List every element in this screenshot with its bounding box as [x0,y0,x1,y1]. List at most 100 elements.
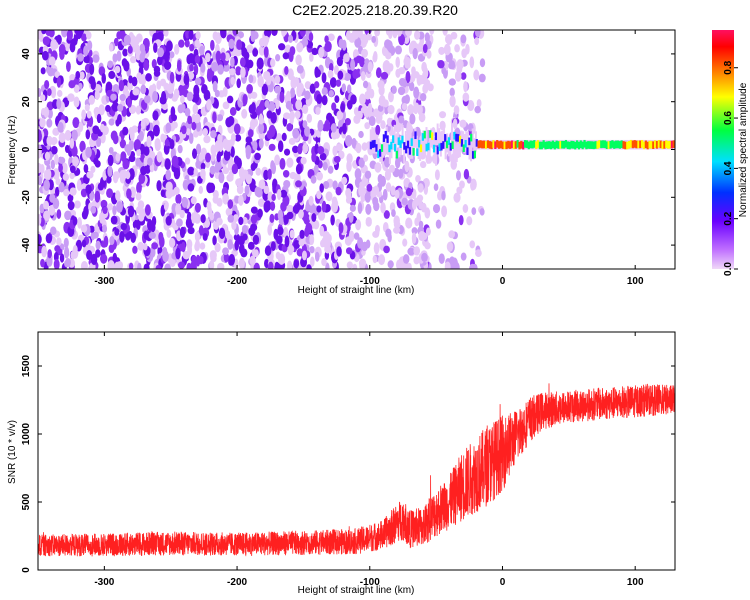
spectrogram-cell [72,216,78,226]
spectrogram-cell [68,80,76,89]
spectrogram-signal-cell [401,135,404,144]
spectrogram-cell [350,94,357,105]
spectrogram-cell [401,102,408,111]
spectrogram-cell [100,199,108,209]
spectrogram-cell [107,60,114,68]
spectrogram-cell [99,123,105,133]
spectrogram-cell [293,259,300,269]
spectrogram-cell [361,33,369,45]
spectrogram-cell [413,102,419,115]
spectrogram-cell [126,188,132,200]
spectrogram-cell [101,72,106,84]
spectrogram-cell [62,173,70,181]
spectrogram-cell [380,120,386,130]
spectrogram-signal-cell [616,140,620,149]
spectrogram-signal-cell [646,141,649,150]
spectrogram-cell [346,191,352,203]
spectrogram-cell [397,86,406,96]
spectrogram-cell [441,130,444,150]
spectrogram-cell [321,72,327,84]
spectrogram-cell [316,190,322,200]
spectrogram-cell [274,85,282,94]
spectrogram-cell [449,142,452,162]
spectrogram-cell [107,154,114,167]
spectrogram-cell [73,84,80,93]
spectrogram-cell [165,122,172,134]
spectrogram-signal-cell [557,141,560,149]
spectrogram-cell [287,68,294,81]
spectrogram-cell [42,36,50,46]
spectrogram-cell [209,165,216,175]
spectrogram-cell [403,144,406,164]
spectrogram-cell [434,169,440,181]
spectrogram-cell [364,170,372,179]
spectrogram-cell [336,246,342,257]
spectrogram-signal-cell [501,141,504,150]
spectrogram-cell [352,30,360,40]
spectrogram-cell [459,180,465,189]
spectrogram-cell [86,250,93,261]
spectrogram-signal-cell [468,137,471,146]
spectrogram-cell [233,155,240,165]
spectrogram-cell [319,152,327,161]
spectrogram-cell [317,210,326,221]
spectrogram-cell [67,93,75,102]
spectrogram-cell [422,71,428,80]
spectrogram-signal-cell [380,144,384,152]
spectrogram-cell [289,229,295,239]
spectrogram-cell [267,191,273,203]
spectrogram-cell [364,191,371,203]
colorbar-tick-label: 0.4 [723,161,734,175]
spectrogram-cell [162,247,168,256]
spectrogram-cell [271,30,278,36]
spectrogram-signal-cell [575,140,579,148]
spectrogram-signal-cell [395,150,398,159]
spectrogram-cell [110,130,118,141]
spectrogram-cell [298,239,305,247]
spectrogram-cell [206,98,212,111]
spectrogram-cell [117,103,124,112]
spectrogram-cell [413,246,421,256]
spectrogram-cell [329,77,337,88]
spectrogram-cell [58,44,66,55]
spectrogram-cell [109,235,115,246]
spectrogram-cell [245,136,253,144]
spectrogram-cell [127,231,133,239]
spectrogram-cell [263,185,270,195]
spectrogram-cell [303,213,311,225]
spectrogram-ytick-label: -20 [21,190,32,205]
spectrogram-cell [186,262,192,269]
spectrogram-cell [366,32,372,41]
spectrogram-cell [473,138,476,158]
spectrogram-cell [179,226,186,239]
spectrogram-cell [216,217,223,226]
spectrogram-signal-cell [607,141,610,149]
spectrogram-cell [372,196,379,207]
spectrogram-cell [387,135,390,156]
spectrogram-cell [332,180,338,190]
spectrogram-cell [95,249,101,258]
spectrogram-cell [185,217,192,229]
spectrogram-cell [471,207,477,215]
spectrogram-cell [271,162,277,175]
spectrogram-cell [268,143,276,152]
spectrogram-cell [319,183,324,193]
spectrogram-cell [116,201,123,213]
spectrogram-signal-cell [559,140,562,149]
spectrogram-cell [282,52,290,60]
spectrogram-cell [140,118,146,130]
spectrogram-cell [85,146,92,158]
spectrogram-cell [305,204,312,212]
spectrogram-signal-cell [652,141,655,149]
spectrogram-cell [402,254,410,264]
spectrogram-cell [194,77,202,86]
spectrogram-cell [394,45,403,55]
figure-title: C2E2.2025.218.20.39.R20 [292,2,458,18]
spectrogram-cell [263,70,271,81]
spectrogram-cell [132,245,138,254]
spectrogram-cell [166,82,175,95]
spectrogram-cell [227,214,234,223]
spectrogram-cell [286,204,294,213]
spectrogram-cell [148,231,156,239]
spectrogram-cell [450,124,453,144]
